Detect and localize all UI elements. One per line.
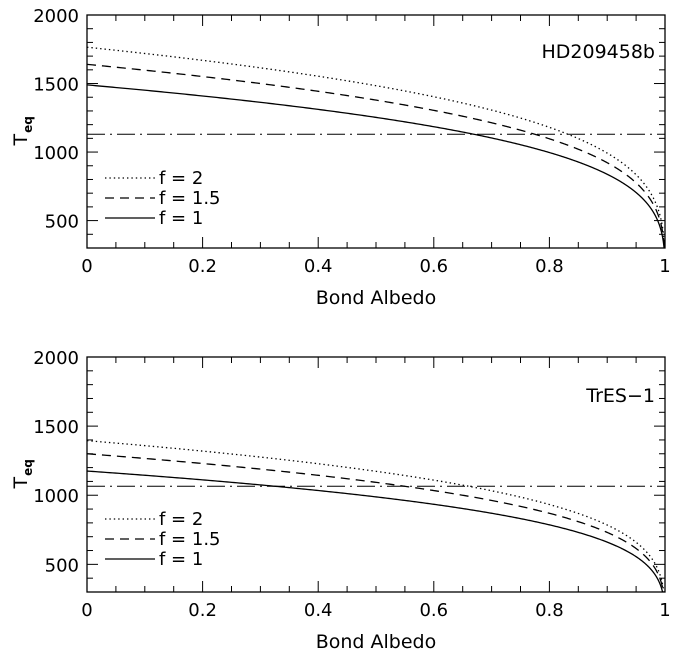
x-tick-label: 0.6 xyxy=(419,600,448,621)
series-line-2 xyxy=(87,453,665,592)
y-tick-label: 1500 xyxy=(33,75,79,96)
x-tick-label: 1 xyxy=(659,600,670,621)
y-tick-label: 500 xyxy=(45,212,79,233)
y-axis-title: Teq xyxy=(10,459,35,489)
x-tick-label: 0.2 xyxy=(188,600,217,621)
y-tick-label: 500 xyxy=(45,555,79,576)
x-tick-label: 0.4 xyxy=(304,256,333,277)
series-line-2 xyxy=(87,63,665,248)
y-tick-label: 2000 xyxy=(33,348,79,369)
x-axis-title: Bond Albedo xyxy=(316,631,437,651)
legend-label-2: f = 1.5 xyxy=(159,188,221,209)
legend-label-1: f = 2 xyxy=(159,509,203,530)
x-tick-label: 0.8 xyxy=(535,256,564,277)
x-tick-label: 0 xyxy=(81,600,92,621)
x-tick-label: 0.2 xyxy=(188,256,217,277)
y-tick-label: 1000 xyxy=(33,486,79,507)
legend-label-3: f = 1 xyxy=(159,208,203,229)
x-tick-label: 0 xyxy=(81,256,92,277)
panel-label: HD209458b xyxy=(541,41,655,63)
x-tick-label: 1 xyxy=(659,256,670,277)
legend-label-2: f = 1.5 xyxy=(159,529,221,550)
y-tick-label: 1000 xyxy=(33,143,79,164)
y-axis-title: Teq xyxy=(10,116,35,146)
y-tick-label: 2000 xyxy=(33,6,79,27)
x-tick-label: 0.8 xyxy=(535,600,564,621)
panel-label: TrES−1 xyxy=(585,385,655,407)
legend-label-3: f = 1 xyxy=(159,549,203,570)
x-tick-label: 0.4 xyxy=(304,600,333,621)
series-line-3 xyxy=(87,470,664,592)
legend-label-1: f = 2 xyxy=(159,168,203,189)
x-tick-label: 0.6 xyxy=(419,256,448,277)
y-tick-label: 1500 xyxy=(33,417,79,438)
x-axis-title: Bond Albedo xyxy=(316,287,437,309)
series-line-3 xyxy=(87,84,665,248)
series-line-1 xyxy=(87,439,665,592)
